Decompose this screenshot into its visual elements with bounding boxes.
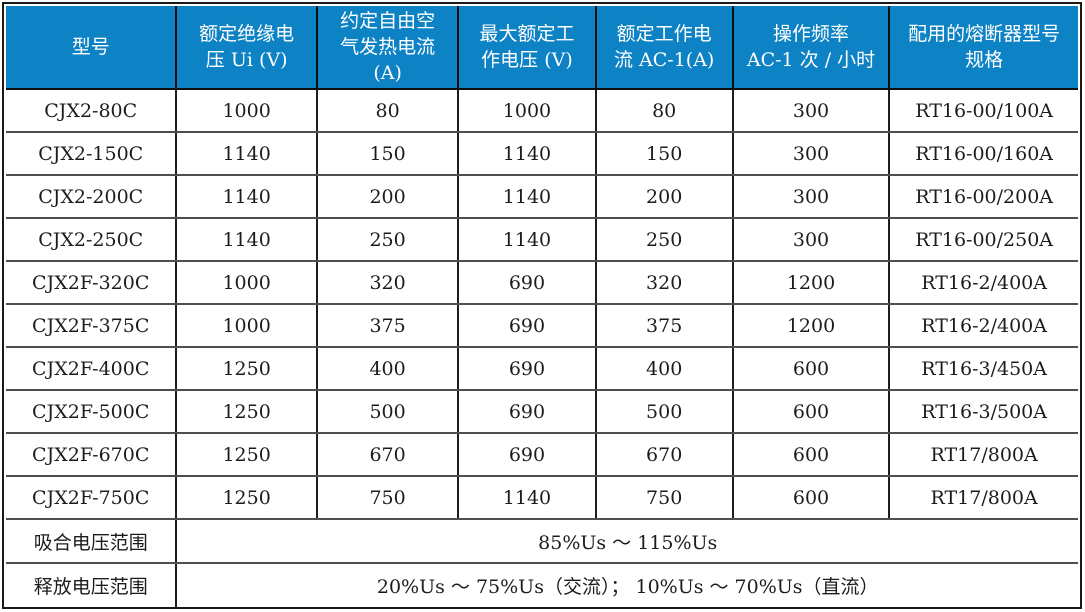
table-cell: 80 (315, 88, 460, 133)
table-cell: 300 (731, 174, 891, 219)
table-cell: 690 (457, 303, 597, 348)
table-row: CJX2-200C 1140 200 1140 200 300 RT16-00/… (6, 174, 1078, 219)
table-cell: 375 (594, 303, 734, 348)
table-cell: 320 (594, 260, 734, 305)
table-cell: 200 (315, 174, 460, 219)
cell-model: CJX2F-375C (6, 303, 178, 348)
pickup-voltage-range-row: 吸合电压范围 85%Us ～ 115%Us (6, 518, 1078, 564)
table-cell: 1140 (457, 174, 597, 219)
cell-fuse: RT16-00/250A (888, 217, 1078, 262)
table-cell: 750 (594, 475, 734, 520)
table-cell: 500 (594, 389, 734, 434)
table-cell: 600 (731, 389, 891, 434)
cell-model: CJX2F-320C (6, 260, 178, 305)
header-max-rated-working-voltage: 最大额定工 作电压 (V) (457, 6, 597, 90)
table-cell: 375 (315, 303, 460, 348)
table-cell: 300 (731, 217, 891, 262)
table-cell: 150 (315, 131, 460, 176)
header-fuse-model-spec: 配用的熔断器型号 规格 (888, 6, 1078, 90)
header-free-air-thermal-current: 约定自由空 气发热电流 (A) (315, 6, 460, 90)
table-cell: 750 (315, 475, 460, 520)
table-cell: 300 (731, 131, 891, 176)
table-cell: 200 (594, 174, 734, 219)
cell-fuse: RT16-3/500A (888, 389, 1078, 434)
table-cell: 1250 (175, 389, 318, 434)
cell-fuse: RT16-2/400A (888, 260, 1078, 305)
table-cell: 1140 (457, 131, 597, 176)
header-rated-working-current-ac1: 额定工作电 流 AC-1(A) (594, 6, 734, 90)
release-voltage-range-row: 释放电压范围 20%Us ～ 75%Us（交流）； 10%Us ～ 70%Us（… (6, 562, 1078, 607)
table-cell: 400 (594, 346, 734, 391)
table-cell: 500 (315, 389, 460, 434)
cell-fuse: RT16-3/450A (888, 346, 1078, 391)
table-cell: 1140 (457, 217, 597, 262)
table-cell: 1140 (175, 217, 318, 262)
table-cell: 150 (594, 131, 734, 176)
table-cell: 1000 (175, 303, 318, 348)
table-cell: 690 (457, 346, 597, 391)
table-cell: 320 (315, 260, 460, 305)
cell-fuse: RT16-00/100A (888, 88, 1078, 133)
table-cell: 690 (457, 389, 597, 434)
table-cell: 1000 (457, 88, 597, 133)
table-cell: 250 (594, 217, 734, 262)
cell-fuse: RT17/800A (888, 475, 1078, 520)
table-cell: 250 (315, 217, 460, 262)
table-cell: 1000 (175, 88, 318, 133)
header-row: 型号 额定绝缘电 压 Ui (V) 约定自由空 气发热电流 (A) 最大额定工 … (6, 6, 1078, 90)
cell-model: CJX2-200C (6, 174, 178, 219)
table-row: CJX2F-500C 1250 500 690 500 600 RT16-3/5… (6, 389, 1078, 434)
cell-fuse: RT17/800A (888, 432, 1078, 477)
table-row: CJX2F-670C 1250 670 690 670 600 RT17/800… (6, 432, 1078, 477)
table-cell: 1250 (175, 475, 318, 520)
header-rated-insulation-voltage: 额定绝缘电 压 Ui (V) (175, 6, 318, 90)
table-row: CJX2-80C 1000 80 1000 80 300 RT16-00/100… (6, 88, 1078, 133)
cell-model: CJX2-150C (6, 131, 178, 176)
footer-value-pickup-voltage-range: 85%Us ～ 115%Us (175, 518, 1078, 564)
table-cell: 400 (315, 346, 460, 391)
table-cell: 1200 (731, 260, 891, 305)
table-cell: 1200 (731, 303, 891, 348)
cell-model: CJX2F-500C (6, 389, 178, 434)
table-row: CJX2F-400C 1250 400 690 400 600 RT16-3/4… (6, 346, 1078, 391)
table-cell: 600 (731, 475, 891, 520)
table-cell: 300 (731, 88, 891, 133)
table-cell: 1250 (175, 346, 318, 391)
table-cell: 1000 (175, 260, 318, 305)
table-cell: 600 (731, 346, 891, 391)
table-cell: 1250 (175, 432, 318, 477)
table-row: CJX2-250C 1140 250 1140 250 300 RT16-00/… (6, 217, 1078, 262)
table-row: CJX2F-375C 1000 375 690 375 1200 RT16-2/… (6, 303, 1078, 348)
cell-fuse: RT16-2/400A (888, 303, 1078, 348)
table-row: CJX2F-320C 1000 320 690 320 1200 RT16-2/… (6, 260, 1078, 305)
cell-model: CJX2F-750C (6, 475, 178, 520)
table-cell: 1140 (457, 475, 597, 520)
table-cell: 690 (457, 260, 597, 305)
cell-model: CJX2F-670C (6, 432, 178, 477)
table-cell: 690 (457, 432, 597, 477)
table-cell: 1140 (175, 131, 318, 176)
contactor-spec-table: 型号 额定绝缘电 压 Ui (V) 约定自由空 气发热电流 (A) 最大额定工 … (6, 6, 1078, 607)
cell-fuse: RT16-00/200A (888, 174, 1078, 219)
table-cell: 80 (594, 88, 734, 133)
header-model: 型号 (6, 6, 178, 90)
cell-fuse: RT16-00/160A (888, 131, 1078, 176)
cell-model: CJX2-80C (6, 88, 178, 133)
table-cell: 1140 (175, 174, 318, 219)
cell-model: CJX2F-400C (6, 346, 178, 391)
table-cell: 670 (594, 432, 734, 477)
table-row: CJX2F-750C 1250 750 1140 750 600 RT17/80… (6, 475, 1078, 520)
footer-label-release-voltage-range: 释放电压范围 (6, 562, 178, 607)
table-cell: 600 (731, 432, 891, 477)
header-operating-frequency: 操作频率 AC-1 次 / 小时 (731, 6, 891, 90)
table-cell: 670 (315, 432, 460, 477)
footer-value-release-voltage-range: 20%Us ～ 75%Us（交流）； 10%Us ～ 70%Us（直流） (175, 562, 1078, 607)
table-row: CJX2-150C 1140 150 1140 150 300 RT16-00/… (6, 131, 1078, 176)
footer-label-pickup-voltage-range: 吸合电压范围 (6, 518, 178, 564)
cell-model: CJX2-250C (6, 217, 178, 262)
